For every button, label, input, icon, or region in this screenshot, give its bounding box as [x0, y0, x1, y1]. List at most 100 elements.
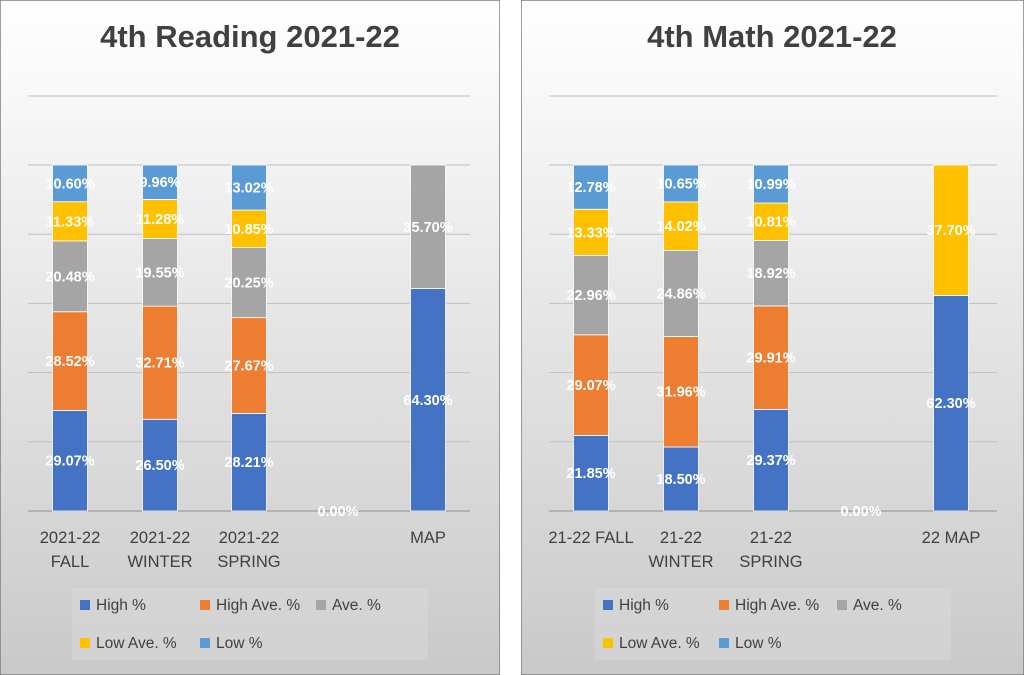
category-label: WINTER	[127, 553, 192, 571]
bar-segment	[231, 317, 267, 414]
category-label: SPRING	[739, 553, 802, 571]
chart-title: 4th Reading 2021-22	[100, 19, 400, 54]
bar-segment	[663, 336, 699, 448]
data-label: 31.96%	[656, 385, 705, 401]
data-label: 14.02%	[656, 219, 705, 235]
bar-segment	[52, 164, 88, 203]
data-label: 10.65%	[656, 176, 705, 192]
legend-swatch	[200, 638, 210, 648]
data-label: 29.91%	[746, 351, 795, 367]
bar-segment	[573, 334, 609, 436]
legend-swatch	[80, 638, 90, 648]
legend-label: High %	[96, 597, 146, 614]
legend-box	[595, 588, 951, 660]
category-label: WINTER	[648, 553, 713, 571]
data-label: 37.70%	[926, 223, 975, 239]
legend-label: High Ave. %	[735, 597, 819, 614]
bar-segment	[410, 164, 446, 289]
chart-title: 4th Math 2021-22	[647, 19, 897, 54]
data-label: 12.78%	[566, 180, 615, 196]
data-label: 29.07%	[45, 454, 94, 470]
data-label: 10.99%	[746, 177, 795, 193]
reading-chart: 4th Reading 2021-22 29.07% 28.52% 20.48% 11.…	[0, 0, 500, 675]
data-label: 20.25%	[224, 276, 273, 292]
legend-swatch	[603, 638, 613, 648]
bar-segment	[663, 164, 699, 203]
data-label: 0.00%	[840, 504, 881, 520]
category-label: 21-22 FALL	[548, 529, 633, 547]
legend-label: High %	[619, 597, 669, 614]
bar-segment	[573, 254, 609, 336]
bar-segment	[753, 164, 789, 204]
data-label: 11.33%	[46, 214, 94, 230]
legend-swatch	[719, 600, 729, 610]
data-label: 0.00%	[317, 504, 358, 520]
bar-segment	[231, 412, 267, 512]
data-label: 11.28%	[136, 212, 184, 228]
bar-segment	[663, 446, 699, 512]
data-label: 10.81%	[746, 215, 795, 231]
legend-label: High Ave. %	[216, 597, 300, 614]
data-label: 62.30%	[926, 396, 975, 412]
data-label: 19.55%	[135, 265, 184, 281]
legend-swatch	[316, 600, 326, 610]
bar-segment	[142, 418, 178, 512]
data-label: 18.92%	[746, 266, 795, 282]
data-label: 13.33%	[566, 225, 615, 241]
category-label: 21-22	[660, 529, 702, 547]
bar-segment	[231, 164, 267, 211]
category-label: 2021-22	[130, 529, 191, 547]
data-label: 10.60%	[45, 176, 94, 192]
reading-chart-panel: 4th Reading 2021-22 29.07% 28.52% 20.48% 11.…	[0, 0, 500, 675]
bar-segment	[753, 305, 789, 410]
bar-segment	[52, 201, 88, 242]
category-label: 22 MAP	[922, 529, 981, 547]
legend-swatch	[837, 600, 847, 610]
legend-swatch	[719, 638, 729, 648]
bar-segment	[663, 249, 699, 337]
legend-label: Low %	[216, 635, 263, 652]
legend-swatch	[603, 600, 613, 610]
data-label: 35.70%	[403, 220, 452, 236]
bar-segment	[753, 408, 789, 512]
data-label: 26.50%	[135, 458, 184, 474]
data-label: 29.37%	[746, 453, 795, 469]
bar-segment	[663, 201, 699, 251]
legend-label: Ave. %	[332, 597, 381, 614]
data-label: 21.85%	[566, 466, 615, 482]
data-label: 20.48%	[45, 269, 94, 285]
category-label: 2021-22	[40, 529, 101, 547]
math-chart-panel: 4th Math 2021-22 21.85% 29.07% 22.96% 13.33%…	[521, 0, 1024, 675]
bar-segment	[410, 288, 446, 512]
bar-segment	[933, 295, 969, 512]
bar-segment	[142, 238, 178, 307]
legend-swatch	[200, 600, 210, 610]
data-label: 9.96%	[139, 175, 180, 191]
bar-segment	[52, 240, 88, 313]
category-label: FALL	[51, 553, 90, 571]
legend-swatch	[80, 600, 90, 610]
data-label: 29.07%	[566, 378, 615, 394]
legend-label: Low %	[735, 635, 782, 652]
category-label: 2021-22	[219, 529, 280, 547]
bar-segment	[142, 164, 178, 200]
data-label: 22.96%	[566, 288, 615, 304]
data-label: 28.21%	[224, 455, 273, 471]
data-label: 18.50%	[656, 472, 705, 488]
data-label: 27.67%	[224, 359, 273, 375]
data-label: 13.02%	[224, 181, 273, 197]
legend-box	[72, 588, 428, 660]
legend-label: Low Ave. %	[96, 635, 177, 652]
legend-label: Ave. %	[853, 597, 902, 614]
data-label: 24.86%	[656, 286, 705, 302]
data-label: 32.71%	[135, 356, 184, 372]
category-label: SPRING	[217, 553, 280, 571]
bar-segment	[573, 164, 609, 210]
bar-segment	[52, 311, 88, 411]
category-label: MAP	[410, 529, 446, 547]
bar-segment	[142, 199, 178, 239]
legend-label: Low Ave. %	[619, 635, 700, 652]
bar-segment	[142, 305, 178, 420]
data-label: 28.52%	[45, 354, 94, 370]
bar-segment	[933, 164, 969, 296]
